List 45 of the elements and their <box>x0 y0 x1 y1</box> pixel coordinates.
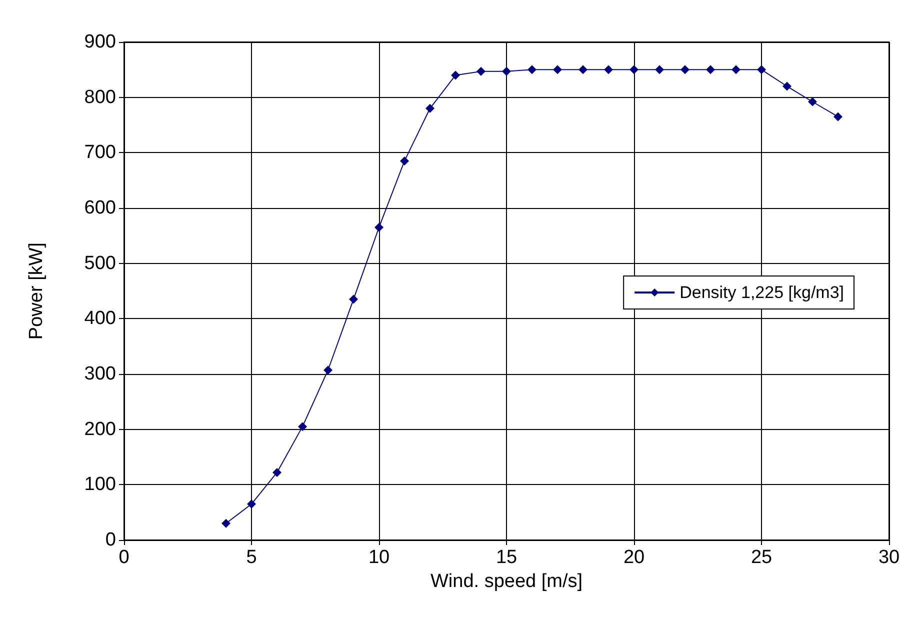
point <box>476 66 486 76</box>
y-axis-title: Power [kW] <box>26 242 47 340</box>
point <box>502 66 511 76</box>
x-tick-label: 5 <box>246 547 257 568</box>
x-tick-label: 15 <box>496 547 518 568</box>
point <box>834 112 842 122</box>
point <box>782 82 792 91</box>
y-tick-label: 900 <box>84 32 116 52</box>
point <box>655 65 664 74</box>
point <box>808 97 817 106</box>
y-tick-label: 100 <box>84 474 116 496</box>
y-tick-label: 300 <box>84 364 116 384</box>
point <box>374 222 384 232</box>
x-tick-label: 20 <box>623 547 645 568</box>
point <box>400 156 409 166</box>
point <box>298 422 307 432</box>
y-tick-label: 600 <box>84 198 116 218</box>
x-axis-title: Wind. speed [m/s] <box>430 570 583 592</box>
point <box>349 294 358 304</box>
point <box>553 65 562 74</box>
legend-label: Density 1,225 [kg/m3] <box>680 283 844 302</box>
point <box>578 65 588 74</box>
y-tick-label: 700 <box>84 142 116 164</box>
point <box>324 366 332 375</box>
point <box>222 518 230 528</box>
point <box>426 104 434 113</box>
point <box>451 70 460 80</box>
x-tick-label: 30 <box>878 547 900 568</box>
x-tick-label: 10 <box>368 547 390 568</box>
y-tick-label: 0 <box>105 530 116 550</box>
y-tick-label: 800 <box>84 86 116 108</box>
point <box>247 500 256 509</box>
point <box>706 65 715 74</box>
point <box>630 65 638 74</box>
y-tick-label: 400 <box>84 308 116 330</box>
x-tick-label: 0 <box>118 547 130 568</box>
x-tick-label: 25 <box>750 547 772 568</box>
point <box>757 65 766 74</box>
point <box>528 65 536 74</box>
point <box>272 468 282 477</box>
point <box>604 65 613 74</box>
point <box>732 65 740 74</box>
y-tick-label: 500 <box>84 252 116 274</box>
y-tick-label: 200 <box>84 418 116 440</box>
point <box>680 65 690 74</box>
